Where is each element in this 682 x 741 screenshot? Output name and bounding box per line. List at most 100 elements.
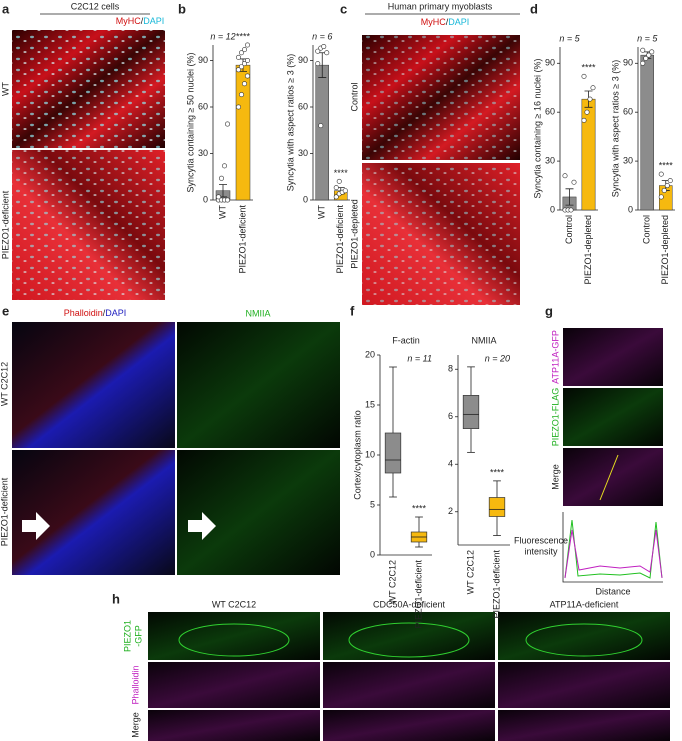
data-point bbox=[667, 178, 673, 184]
y-tick-label: 60 bbox=[545, 107, 555, 117]
y-tick-label: 30 bbox=[198, 148, 208, 158]
y-tick-label: 90 bbox=[298, 55, 308, 65]
data-point bbox=[661, 187, 667, 193]
stain: DAPI bbox=[105, 308, 126, 318]
data-point bbox=[333, 185, 339, 191]
arrow bbox=[22, 512, 50, 540]
plot-label: Fluorescence bbox=[514, 535, 568, 545]
error-bar bbox=[565, 188, 574, 206]
x-tick-label: WT C2C12 bbox=[465, 550, 475, 594]
stain-label: MyHC/DAPI bbox=[116, 16, 165, 26]
x-tick-label: PIEZO1-deficient bbox=[335, 205, 345, 274]
panel-label: b bbox=[178, 1, 186, 16]
profile bbox=[564, 519, 663, 579]
data-point bbox=[587, 96, 593, 102]
n-label: n = 5 bbox=[559, 33, 580, 43]
arrow bbox=[188, 512, 216, 540]
image-overlay bbox=[362, 163, 520, 305]
data-point bbox=[324, 50, 330, 56]
data-point bbox=[239, 92, 245, 98]
data-point bbox=[239, 64, 245, 70]
data-point bbox=[640, 60, 646, 66]
cell-outline bbox=[178, 623, 290, 657]
image bbox=[177, 450, 340, 575]
image bbox=[148, 662, 320, 708]
stain: Phalloidin bbox=[64, 308, 103, 318]
n-label: n = 6 bbox=[312, 31, 332, 41]
y-tick-label: 0 bbox=[628, 204, 633, 214]
y-tick-label: 30 bbox=[623, 155, 633, 165]
data-point bbox=[581, 73, 587, 79]
data-point bbox=[236, 67, 242, 73]
image-overlay bbox=[362, 35, 520, 160]
image bbox=[148, 612, 320, 660]
y-tick-label: 60 bbox=[298, 101, 308, 111]
data-point bbox=[242, 47, 248, 53]
image bbox=[498, 710, 670, 741]
data-point bbox=[222, 163, 228, 169]
data-point bbox=[219, 175, 225, 181]
significance: **** bbox=[581, 63, 596, 73]
box bbox=[462, 395, 480, 429]
y-tick-label: 90 bbox=[198, 55, 208, 65]
data-point bbox=[242, 61, 248, 67]
bar bbox=[640, 54, 654, 211]
y-tick-label: 30 bbox=[545, 155, 555, 165]
data-point bbox=[584, 109, 590, 115]
y-tick-label: 90 bbox=[545, 58, 555, 68]
row-label: -GFP bbox=[133, 625, 143, 647]
data-point bbox=[658, 194, 664, 200]
data-point bbox=[315, 48, 321, 54]
image bbox=[148, 710, 320, 741]
box bbox=[488, 497, 506, 517]
data-point bbox=[236, 104, 242, 110]
y-tick-label: 4 bbox=[448, 459, 453, 469]
y-tick-label: 0 bbox=[203, 194, 208, 204]
significance: **** bbox=[236, 31, 251, 41]
significance: **** bbox=[412, 503, 427, 513]
row-label: PIEZO1-FLAG bbox=[550, 388, 560, 447]
image bbox=[12, 322, 175, 448]
stain: DAPI bbox=[448, 17, 469, 27]
x-tick-label: PIEZO1-deficient bbox=[237, 205, 247, 274]
row-label: Merge bbox=[550, 464, 560, 490]
sep: / bbox=[141, 16, 144, 26]
image bbox=[563, 448, 663, 506]
stain-label: Phalloidin/DAPI bbox=[64, 308, 127, 318]
y-axis-label: Syncytia containing ≥ 16 nuclei (%) bbox=[532, 58, 542, 198]
image-overlay bbox=[12, 30, 165, 148]
y-tick-label: 2 bbox=[448, 506, 453, 516]
row-label: PIEZO1-deficient bbox=[0, 190, 10, 259]
panel-label: g bbox=[545, 303, 553, 318]
image bbox=[323, 612, 495, 660]
significance: **** bbox=[659, 161, 674, 171]
data-point bbox=[640, 47, 646, 53]
n-label: n = 20 bbox=[485, 353, 510, 363]
data-point bbox=[236, 54, 242, 60]
column-label: CDC50A-deficient bbox=[373, 599, 446, 609]
data-point bbox=[321, 44, 327, 50]
data-point bbox=[333, 194, 339, 200]
data-point bbox=[664, 183, 670, 189]
x-tick-label: WT bbox=[317, 205, 327, 219]
box bbox=[384, 432, 402, 474]
y-tick-label: 0 bbox=[370, 549, 375, 559]
data-point bbox=[568, 207, 574, 213]
x-tick-label: WT bbox=[217, 205, 227, 219]
x-tick-label: Control bbox=[564, 215, 574, 244]
row-label: WT bbox=[0, 82, 10, 96]
cell-outline bbox=[348, 622, 470, 658]
significance: **** bbox=[490, 467, 505, 477]
row-label: Merge bbox=[130, 712, 140, 738]
row-label: WT C2C12 bbox=[0, 362, 9, 406]
x-tick-label: PIEZO1-depleted bbox=[660, 215, 670, 285]
significance: **** bbox=[334, 168, 349, 178]
row-label: PIEZO1 bbox=[122, 620, 132, 652]
data-point bbox=[590, 85, 596, 91]
y-tick-label: 0 bbox=[303, 194, 308, 204]
y-tick-label: 30 bbox=[298, 148, 308, 158]
data-point bbox=[342, 188, 348, 194]
x-tick-label: PIEZO1-deficient bbox=[491, 550, 501, 619]
